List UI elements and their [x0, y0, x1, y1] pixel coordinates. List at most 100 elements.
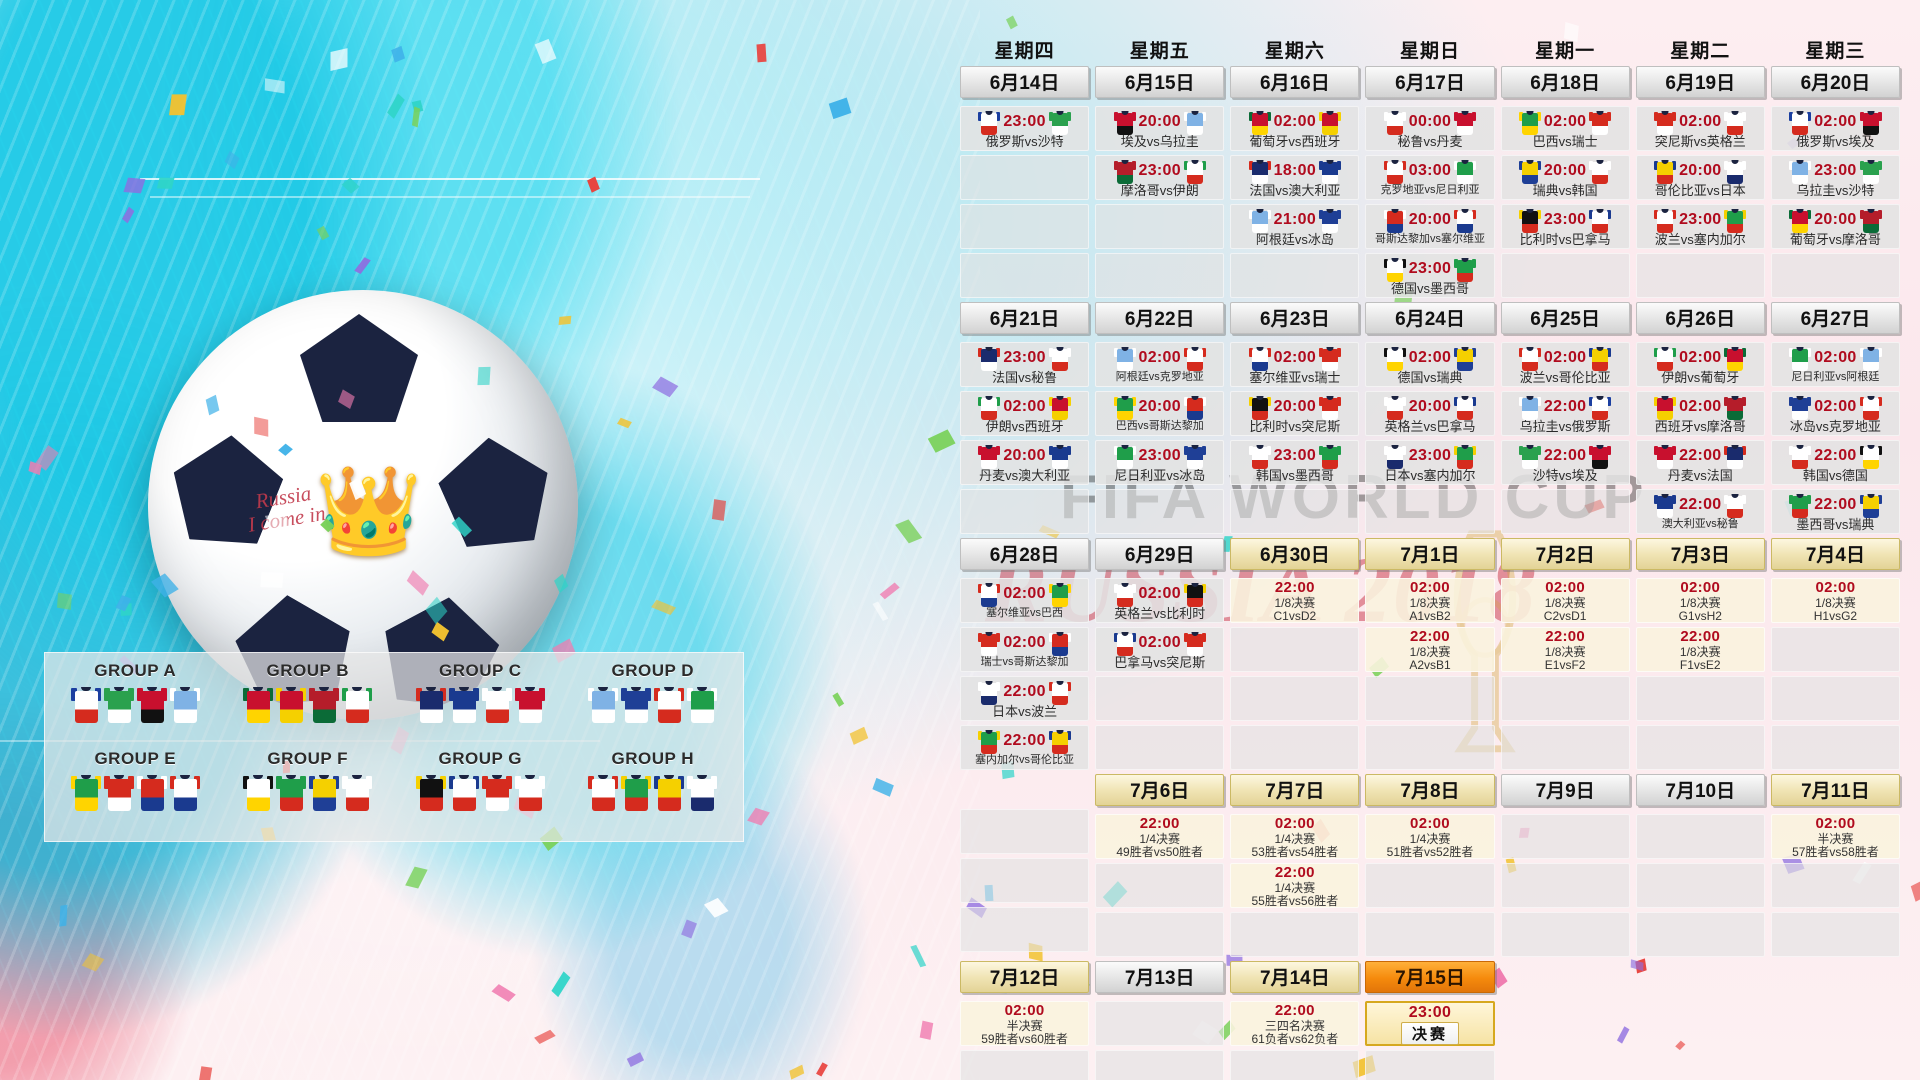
group-match-cell[interactable]: 02:00 冰岛vs克罗地亚	[1770, 391, 1900, 436]
group-match-cell[interactable]: 02:00 瑞士vs哥斯达黎加	[960, 627, 1090, 672]
group-match-cell[interactable]: 22:00 韩国vs德国	[1770, 440, 1900, 485]
group-match-cell[interactable]: 02:00 阿根廷vs克罗地亚	[1095, 342, 1225, 387]
group-match-cell[interactable]: 20:00 埃及vs乌拉圭	[1095, 106, 1225, 151]
date-header-cell[interactable]: 7月10日	[1635, 774, 1765, 806]
group-match-cell[interactable]: 23:00 法国vs秘鲁	[960, 342, 1090, 387]
group-match-cell[interactable]: 21:00 阿根廷vs冰岛	[1230, 204, 1360, 249]
group-match-cell[interactable]: 23:00 日本vs塞内加尔	[1365, 440, 1495, 485]
knockout-match-cell[interactable]: 02:00 1/8决赛 H1vsG2	[1770, 578, 1900, 623]
knockout-match-cell[interactable]: 22:00 1/8决赛 E1vsF2	[1500, 627, 1630, 672]
date-header-cell[interactable]: 7月6日	[1095, 774, 1225, 806]
knockout-match-cell[interactable]: 22:00 1/8决赛 F1vsE2	[1635, 627, 1765, 672]
date-header-cell[interactable]: 6月14日	[960, 66, 1090, 98]
group-match-cell[interactable]: 20:00 比利时vs突尼斯	[1230, 391, 1360, 436]
date-header-cell[interactable]: 6月22日	[1095, 302, 1225, 334]
group-match-cell[interactable]: 18:00 法国vs澳大利亚	[1230, 155, 1360, 200]
date-header-cell[interactable]: 7月13日	[1095, 961, 1225, 993]
date-header-cell[interactable]: 7月4日	[1770, 538, 1900, 570]
group-match-cell[interactable]: 03:00 克罗地亚vs尼日利亚	[1365, 155, 1495, 200]
jersey-collar	[1056, 395, 1064, 400]
date-header-cell[interactable]: 6月29日	[1095, 538, 1225, 570]
date-header-cell[interactable]: 6月17日	[1365, 66, 1495, 98]
jersey-sleeve-right	[1536, 396, 1541, 406]
date-header-cell[interactable]: 6月25日	[1500, 302, 1630, 334]
date-header-cell[interactable]: 6月30日	[1230, 538, 1360, 570]
knockout-match-cell[interactable]: 02:00 半决赛 59胜者vs60胜者	[960, 1001, 1090, 1046]
group-match-cell[interactable]: 23:00 摩洛哥vs伊朗	[1095, 155, 1225, 200]
group-match-cell[interactable]: 23:00 尼日利亚vs冰岛	[1095, 440, 1225, 485]
group-match-cell[interactable]: 02:00 尼日利亚vs阿根廷	[1770, 342, 1900, 387]
group-match-cell[interactable]: 22:00 乌拉圭vs俄罗斯	[1500, 391, 1630, 436]
group-match-cell[interactable]: 22:00 墨西哥vs瑞典	[1770, 489, 1900, 534]
group-match-cell[interactable]: 22:00 丹麦vs法国	[1635, 440, 1765, 485]
jersey-body	[452, 779, 476, 811]
date-header-cell[interactable]: 7月11日	[1770, 774, 1900, 806]
date-header-cell[interactable]: 6月15日	[1095, 66, 1225, 98]
group-match-cell[interactable]: 02:00 英格兰vs比利时	[1095, 578, 1225, 623]
group-match-cell[interactable]: 02:00 德国vs瑞典	[1365, 342, 1495, 387]
group-match-cell[interactable]: 22:00 沙特vs埃及	[1500, 440, 1630, 485]
group-match-cell[interactable]: 20:00 哥斯达黎加vs塞尔维亚	[1365, 204, 1495, 249]
knockout-match-cell[interactable]: 22:00 三四名决赛 61负者vs62负者	[1230, 1001, 1360, 1046]
group-match-cell[interactable]: 02:00 巴西vs瑞士	[1500, 106, 1630, 151]
date-header-cell[interactable]: 6月20日	[1770, 66, 1900, 98]
group-match-cell[interactable]: 20:00 哥伦比亚vs日本	[1635, 155, 1765, 200]
group-match-cell[interactable]: 20:00 丹麦vs澳大利亚	[960, 440, 1090, 485]
group-match-cell[interactable]: 02:00 葡萄牙vs西班牙	[1230, 106, 1360, 151]
date-header-cell[interactable]: 7月14日	[1230, 961, 1360, 993]
group-match-cell[interactable]: 02:00 塞尔维亚vs瑞士	[1230, 342, 1360, 387]
date-header-cell[interactable]: 6月18日	[1500, 66, 1630, 98]
group-match-cell[interactable]: 02:00 俄罗斯vs埃及	[1770, 106, 1900, 151]
group-match-cell[interactable]: 02:00 塞尔维亚vs巴西	[960, 578, 1090, 623]
jersey-body	[1657, 112, 1674, 135]
date-header-cell[interactable]: 6月21日	[960, 302, 1090, 334]
date-header-cell[interactable]: 7月1日	[1365, 538, 1495, 570]
knockout-match-cell[interactable]: 22:00 1/4决赛 55胜者vs56胜者	[1230, 863, 1360, 908]
group-match-cell[interactable]: 23:00 德国vs墨西哥	[1365, 253, 1495, 298]
knockout-match-cell[interactable]: 02:00 1/4决赛 53胜者vs54胜者	[1230, 814, 1360, 859]
date-header-cell[interactable]: 6月19日	[1635, 66, 1765, 98]
group-match-cell[interactable]: 20:00 巴西vs哥斯达黎加	[1095, 391, 1225, 436]
knockout-match-cell[interactable]: 02:00 1/4决赛 51胜者vs52胜者	[1365, 814, 1495, 859]
group-match-cell[interactable]: 02:00 波兰vs哥伦比亚	[1500, 342, 1630, 387]
group-match-cell[interactable]: 23:00 比利时vs巴拿马	[1500, 204, 1630, 249]
date-header-cell[interactable]: 6月26日	[1635, 302, 1765, 334]
date-header-cell[interactable]: 6月23日	[1230, 302, 1360, 334]
final-match-cell[interactable]: 23:00 决赛	[1365, 1001, 1495, 1046]
group-match-cell[interactable]: 02:00 西班牙vs摩洛哥	[1635, 391, 1765, 436]
date-header-cell[interactable]: 7月8日	[1365, 774, 1495, 806]
group-match-cell[interactable]: 22:00 塞内加尔vs哥伦比亚	[960, 725, 1090, 770]
knockout-match-cell[interactable]: 22:00 1/8决赛 C1vsD2	[1230, 578, 1360, 623]
group-match-cell[interactable]: 23:00 波兰vs塞内加尔	[1635, 204, 1765, 249]
group-match-cell[interactable]: 20:00 瑞典vs韩国	[1500, 155, 1630, 200]
date-header-cell[interactable]: 6月24日	[1365, 302, 1495, 334]
group-match-cell[interactable]: 00:00 秘鲁vs丹麦	[1365, 106, 1495, 151]
date-header-cell[interactable]: 6月28日	[960, 538, 1090, 570]
knockout-match-cell[interactable]: 02:00 1/8决赛 G1vsH2	[1635, 578, 1765, 623]
group-match-cell[interactable]: 02:00 伊朗vs葡萄牙	[1635, 342, 1765, 387]
date-header-cell[interactable]: 7月12日	[960, 961, 1090, 993]
group-box-group-f: GROUP F	[224, 749, 393, 833]
group-match-cell[interactable]: 02:00 突尼斯vs英格兰	[1635, 106, 1765, 151]
date-header-cell[interactable]: 7月3日	[1635, 538, 1765, 570]
knockout-match-cell[interactable]: 02:00 1/8决赛 C2vsD1	[1500, 578, 1630, 623]
group-match-cell[interactable]: 22:00 澳大利亚vs秘鲁	[1635, 489, 1765, 534]
group-match-cell[interactable]: 22:00 日本vs波兰	[960, 676, 1090, 721]
date-header-cell[interactable]: 7月9日	[1500, 774, 1630, 806]
group-match-cell[interactable]: 23:00 乌拉圭vs沙特	[1770, 155, 1900, 200]
knockout-match-cell[interactable]: 02:00 半决赛 57胜者vs58胜者	[1770, 814, 1900, 859]
date-header-cell[interactable]: 7月7日	[1230, 774, 1360, 806]
date-header-cell[interactable]: 6月16日	[1230, 66, 1360, 98]
group-match-cell[interactable]: 02:00 伊朗vs西班牙	[960, 391, 1090, 436]
group-match-cell[interactable]: 23:00 俄罗斯vs沙特	[960, 106, 1090, 151]
group-match-cell[interactable]: 02:00 巴拿马vs突尼斯	[1095, 627, 1225, 672]
knockout-match-cell[interactable]: 02:00 1/8决赛 A1vsB2	[1365, 578, 1495, 623]
knockout-match-cell[interactable]: 22:00 1/4决赛 49胜者vs50胜者	[1095, 814, 1225, 859]
date-header-cell[interactable]: 7月15日	[1365, 961, 1495, 993]
date-header-cell[interactable]: 6月27日	[1770, 302, 1900, 334]
date-header-cell[interactable]: 7月2日	[1500, 538, 1630, 570]
group-match-cell[interactable]: 20:00 葡萄牙vs摩洛哥	[1770, 204, 1900, 249]
group-match-cell[interactable]: 23:00 韩国vs墨西哥	[1230, 440, 1360, 485]
knockout-match-cell[interactable]: 22:00 1/8决赛 A2vsB1	[1365, 627, 1495, 672]
group-match-cell[interactable]: 20:00 英格兰vs巴拿马	[1365, 391, 1495, 436]
